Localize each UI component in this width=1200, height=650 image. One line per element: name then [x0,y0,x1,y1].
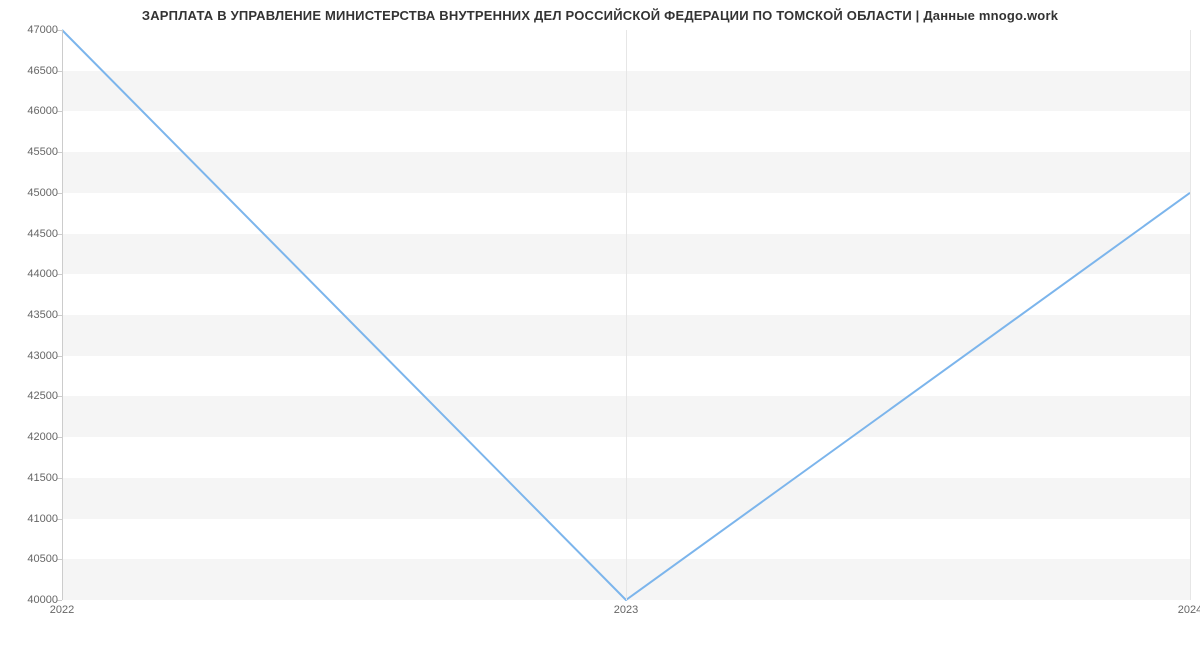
x-tick-label: 2024 [1178,604,1200,616]
y-tick-label: 42500 [27,390,58,402]
y-axis-line [62,30,63,600]
y-tick-label: 43000 [27,350,58,362]
x-grid-line [1190,30,1191,600]
y-tick-label: 44500 [27,228,58,240]
plot-area [62,30,1190,600]
chart-title: ЗАРПЛАТА В УПРАВЛЕНИЕ МИНИСТЕРСТВА ВНУТР… [0,0,1200,23]
y-tick-label: 44000 [27,268,58,280]
x-tick-label: 2023 [614,604,638,616]
salary-line-chart: ЗАРПЛАТА В УПРАВЛЕНИЕ МИНИСТЕРСТВА ВНУТР… [0,0,1200,650]
y-tick-label: 41500 [27,472,58,484]
y-tick-label: 43500 [27,309,58,321]
y-tick-label: 40000 [27,594,58,606]
y-tick-label: 42000 [27,431,58,443]
y-tick-label: 47000 [27,24,58,36]
x-grid-line [626,30,627,600]
y-tick-label: 40500 [27,553,58,565]
y-tick-label: 45500 [27,146,58,158]
y-tick-label: 46500 [27,65,58,77]
y-tick-label: 41000 [27,513,58,525]
y-tick-label: 45000 [27,187,58,199]
y-tick-label: 46000 [27,105,58,117]
